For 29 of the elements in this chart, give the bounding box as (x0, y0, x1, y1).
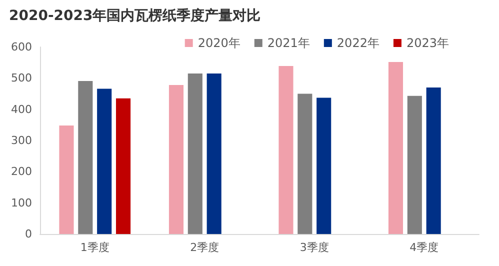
bar (278, 66, 294, 234)
y-tick-label: 200 (11, 165, 32, 178)
bar (316, 98, 332, 234)
bar (78, 80, 93, 234)
bar (298, 94, 312, 234)
y-tick-label: 500 (11, 72, 32, 85)
bar (59, 126, 74, 234)
y-tick-label: 0 (25, 228, 32, 240)
x-tick-label: 4季度 (410, 241, 439, 254)
legend-label: 2023年 (406, 36, 450, 50)
bar (426, 88, 441, 234)
y-tick-label: 100 (11, 196, 32, 210)
bar (206, 73, 222, 234)
x-tick-label: 3季度 (300, 241, 329, 254)
chart-title: 2020-2023年国内瓦楞纸季度产量对比 (9, 7, 261, 24)
bar (97, 88, 112, 234)
bar (168, 85, 184, 234)
legend-label: 2022年 (336, 36, 380, 50)
y-tick-label: 400 (11, 102, 32, 116)
y-tick-label: 300 (11, 134, 32, 147)
bar (407, 96, 422, 234)
bar (188, 73, 202, 234)
bar (116, 98, 131, 234)
legend-label: 2020年 (198, 36, 240, 50)
y-tick-label: 600 (11, 40, 32, 54)
x-tick-label: 2季度 (190, 241, 220, 254)
legend-label: 2021年 (267, 36, 310, 50)
bar (388, 62, 404, 234)
x-tick-label: 1季度 (80, 241, 110, 254)
